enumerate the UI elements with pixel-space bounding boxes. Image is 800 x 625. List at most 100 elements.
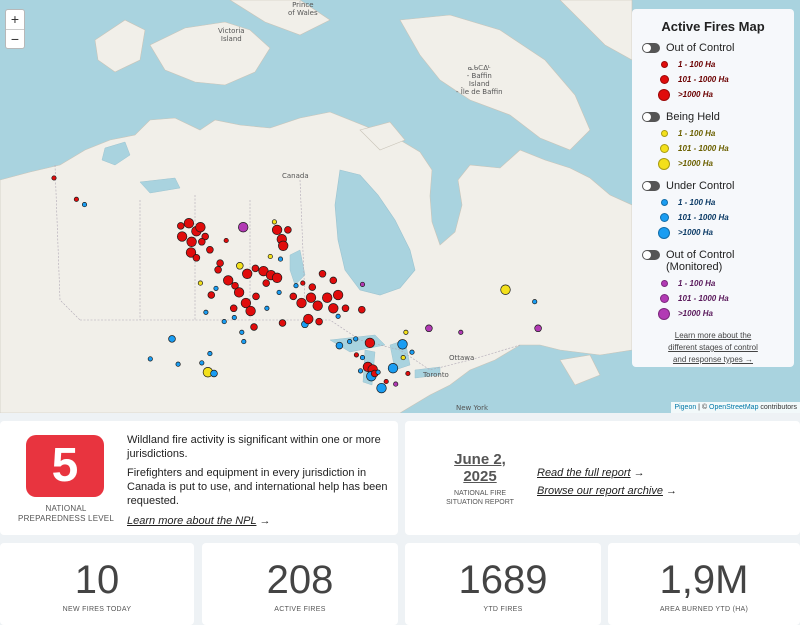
fire-marker-out-of-control[interactable] <box>216 259 224 267</box>
fire-marker-out-of-control[interactable] <box>207 291 216 299</box>
fire-marker-under-control[interactable] <box>81 202 88 208</box>
fire-marker-out-of-control[interactable] <box>329 276 338 285</box>
fire-marker-out-of-control[interactable] <box>192 254 201 262</box>
pigeon-link[interactable]: Pigeon <box>674 404 697 411</box>
openstreetmap-link[interactable]: OpenStreetMap <box>709 404 759 411</box>
fire-marker-out-of-control[interactable] <box>328 303 339 314</box>
fire-marker-out-of-control[interactable] <box>353 352 359 358</box>
fire-marker-out-of-control[interactable] <box>278 240 289 251</box>
fire-marker-out-of-control[interactable] <box>315 317 323 326</box>
fire-marker-being-held[interactable] <box>271 219 277 225</box>
fire-marker-out-of-control[interactable] <box>201 232 209 241</box>
fire-marker-under-control[interactable] <box>175 361 181 367</box>
fire-marker-under-control[interactable] <box>357 368 364 374</box>
fire-marker-out-of-control[interactable] <box>271 224 283 236</box>
layer-toggle-switch[interactable] <box>642 250 660 260</box>
learn-more-npl-link[interactable]: Learn more about the NPL → <box>127 515 271 527</box>
fire-marker-out-of-control[interactable] <box>206 246 214 254</box>
fire-marker-out-of-control[interactable] <box>251 264 260 273</box>
fire-marker-out-of-control[interactable] <box>252 292 260 301</box>
layer-toggle-switch[interactable] <box>642 112 660 122</box>
fire-marker-out-of-control[interactable] <box>242 268 253 279</box>
fire-marker-under-control[interactable] <box>221 319 227 325</box>
fire-marker-out-of-control[interactable] <box>308 283 317 291</box>
fire-marker-under-control[interactable] <box>335 313 341 319</box>
fire-marker-under-control[interactable] <box>277 256 284 262</box>
basemap[interactable] <box>0 0 800 413</box>
fire-marker-out-of-control[interactable] <box>186 236 197 247</box>
fire-marker-out-of-control[interactable] <box>73 196 79 202</box>
fire-marker-under-control[interactable] <box>213 285 219 291</box>
fire-marker-under-control[interactable] <box>168 335 176 343</box>
fire-marker-out-of-control[interactable] <box>289 292 298 301</box>
zoom-in-button[interactable]: + <box>10 11 20 27</box>
fire-marker-under-control[interactable] <box>147 356 153 362</box>
fire-marker-out-of-control[interactable] <box>303 313 314 325</box>
active-fires-map[interactable]: + − Prince of Wales Victoria Island ᓇᑲᑕᐃ… <box>0 0 800 413</box>
browse-report-archive-link[interactable]: Browse our report archive → <box>537 485 677 497</box>
fire-marker-monitored[interactable] <box>359 281 366 287</box>
fire-marker-being-held[interactable] <box>236 262 244 270</box>
fire-marker-out-of-control[interactable] <box>223 237 229 244</box>
fire-marker-under-control[interactable] <box>231 315 237 321</box>
report-date-link[interactable]: June 2, 2025 <box>454 451 506 485</box>
fire-marker-under-control[interactable] <box>293 283 299 289</box>
fire-marker-under-control[interactable] <box>375 369 381 375</box>
fire-marker-under-control[interactable] <box>203 309 209 315</box>
learn-more-control-stages-link[interactable]: Learn more about the different stages of… <box>668 331 758 364</box>
fire-marker-being-held[interactable] <box>267 253 273 260</box>
fire-marker-under-control[interactable] <box>409 349 415 355</box>
fire-marker-under-control[interactable] <box>276 289 282 295</box>
fire-marker-out-of-control[interactable] <box>284 226 292 234</box>
fire-marker-out-of-control[interactable] <box>358 305 366 314</box>
fire-marker-out-of-control[interactable] <box>332 289 344 301</box>
fire-marker-out-of-control[interactable] <box>278 319 287 327</box>
fire-marker-under-control[interactable] <box>347 339 353 345</box>
fire-marker-out-of-control[interactable] <box>240 297 252 309</box>
fire-marker-monitored[interactable] <box>393 381 399 387</box>
read-full-report-link[interactable]: Read the full report → <box>537 467 645 479</box>
fire-marker-out-of-control[interactable] <box>300 280 306 286</box>
fire-marker-under-control[interactable] <box>532 299 538 305</box>
fire-marker-under-control[interactable] <box>241 339 247 345</box>
fire-marker-under-control[interactable] <box>376 382 387 394</box>
fire-marker-out-of-control[interactable] <box>183 218 195 229</box>
fire-marker-under-control[interactable] <box>353 336 359 342</box>
fire-marker-out-of-control[interactable] <box>51 175 57 181</box>
fire-marker-out-of-control[interactable] <box>318 270 327 278</box>
fire-marker-out-of-control[interactable] <box>195 222 206 233</box>
fire-marker-out-of-control[interactable] <box>231 281 239 290</box>
fire-marker-out-of-control[interactable] <box>383 378 389 385</box>
fire-marker-monitored[interactable] <box>458 329 464 335</box>
fire-marker-out-of-control[interactable] <box>296 297 307 309</box>
fire-marker-out-of-control[interactable] <box>185 247 197 258</box>
fire-marker-out-of-control[interactable] <box>214 266 222 274</box>
fire-marker-under-control[interactable] <box>210 369 218 378</box>
fire-marker-out-of-control[interactable] <box>176 231 188 242</box>
fire-marker-under-control[interactable] <box>264 305 270 311</box>
fire-marker-out-of-control[interactable] <box>177 222 185 230</box>
fire-marker-being-held[interactable] <box>500 284 511 295</box>
fire-marker-out-of-control[interactable] <box>405 370 411 377</box>
fire-marker-being-held[interactable] <box>197 280 203 286</box>
layer-toggle-switch[interactable] <box>642 181 660 191</box>
fire-marker-out-of-control[interactable] <box>341 304 350 313</box>
layer-toggle-switch[interactable] <box>642 43 660 53</box>
fire-marker-being-held[interactable] <box>400 355 406 361</box>
fire-marker-monitored[interactable] <box>238 222 249 233</box>
fire-marker-out-of-control[interactable] <box>229 304 238 313</box>
fire-marker-out-of-control[interactable] <box>198 238 206 246</box>
fire-marker-out-of-control[interactable] <box>305 292 317 303</box>
zoom-out-button[interactable]: − <box>6 29 24 48</box>
fire-marker-being-held[interactable] <box>403 329 409 335</box>
fire-marker-out-of-control[interactable] <box>250 323 258 331</box>
fire-marker-under-control[interactable] <box>199 360 205 366</box>
fire-marker-out-of-control[interactable] <box>262 279 270 287</box>
fire-marker-out-of-control[interactable] <box>233 287 245 298</box>
fire-marker-out-of-control[interactable] <box>223 275 234 286</box>
fire-marker-out-of-control[interactable] <box>322 292 333 303</box>
fire-marker-under-control[interactable] <box>207 351 213 357</box>
fire-marker-under-control[interactable] <box>359 355 366 361</box>
fire-marker-monitored[interactable] <box>534 324 542 333</box>
fire-marker-under-control[interactable] <box>397 339 408 350</box>
